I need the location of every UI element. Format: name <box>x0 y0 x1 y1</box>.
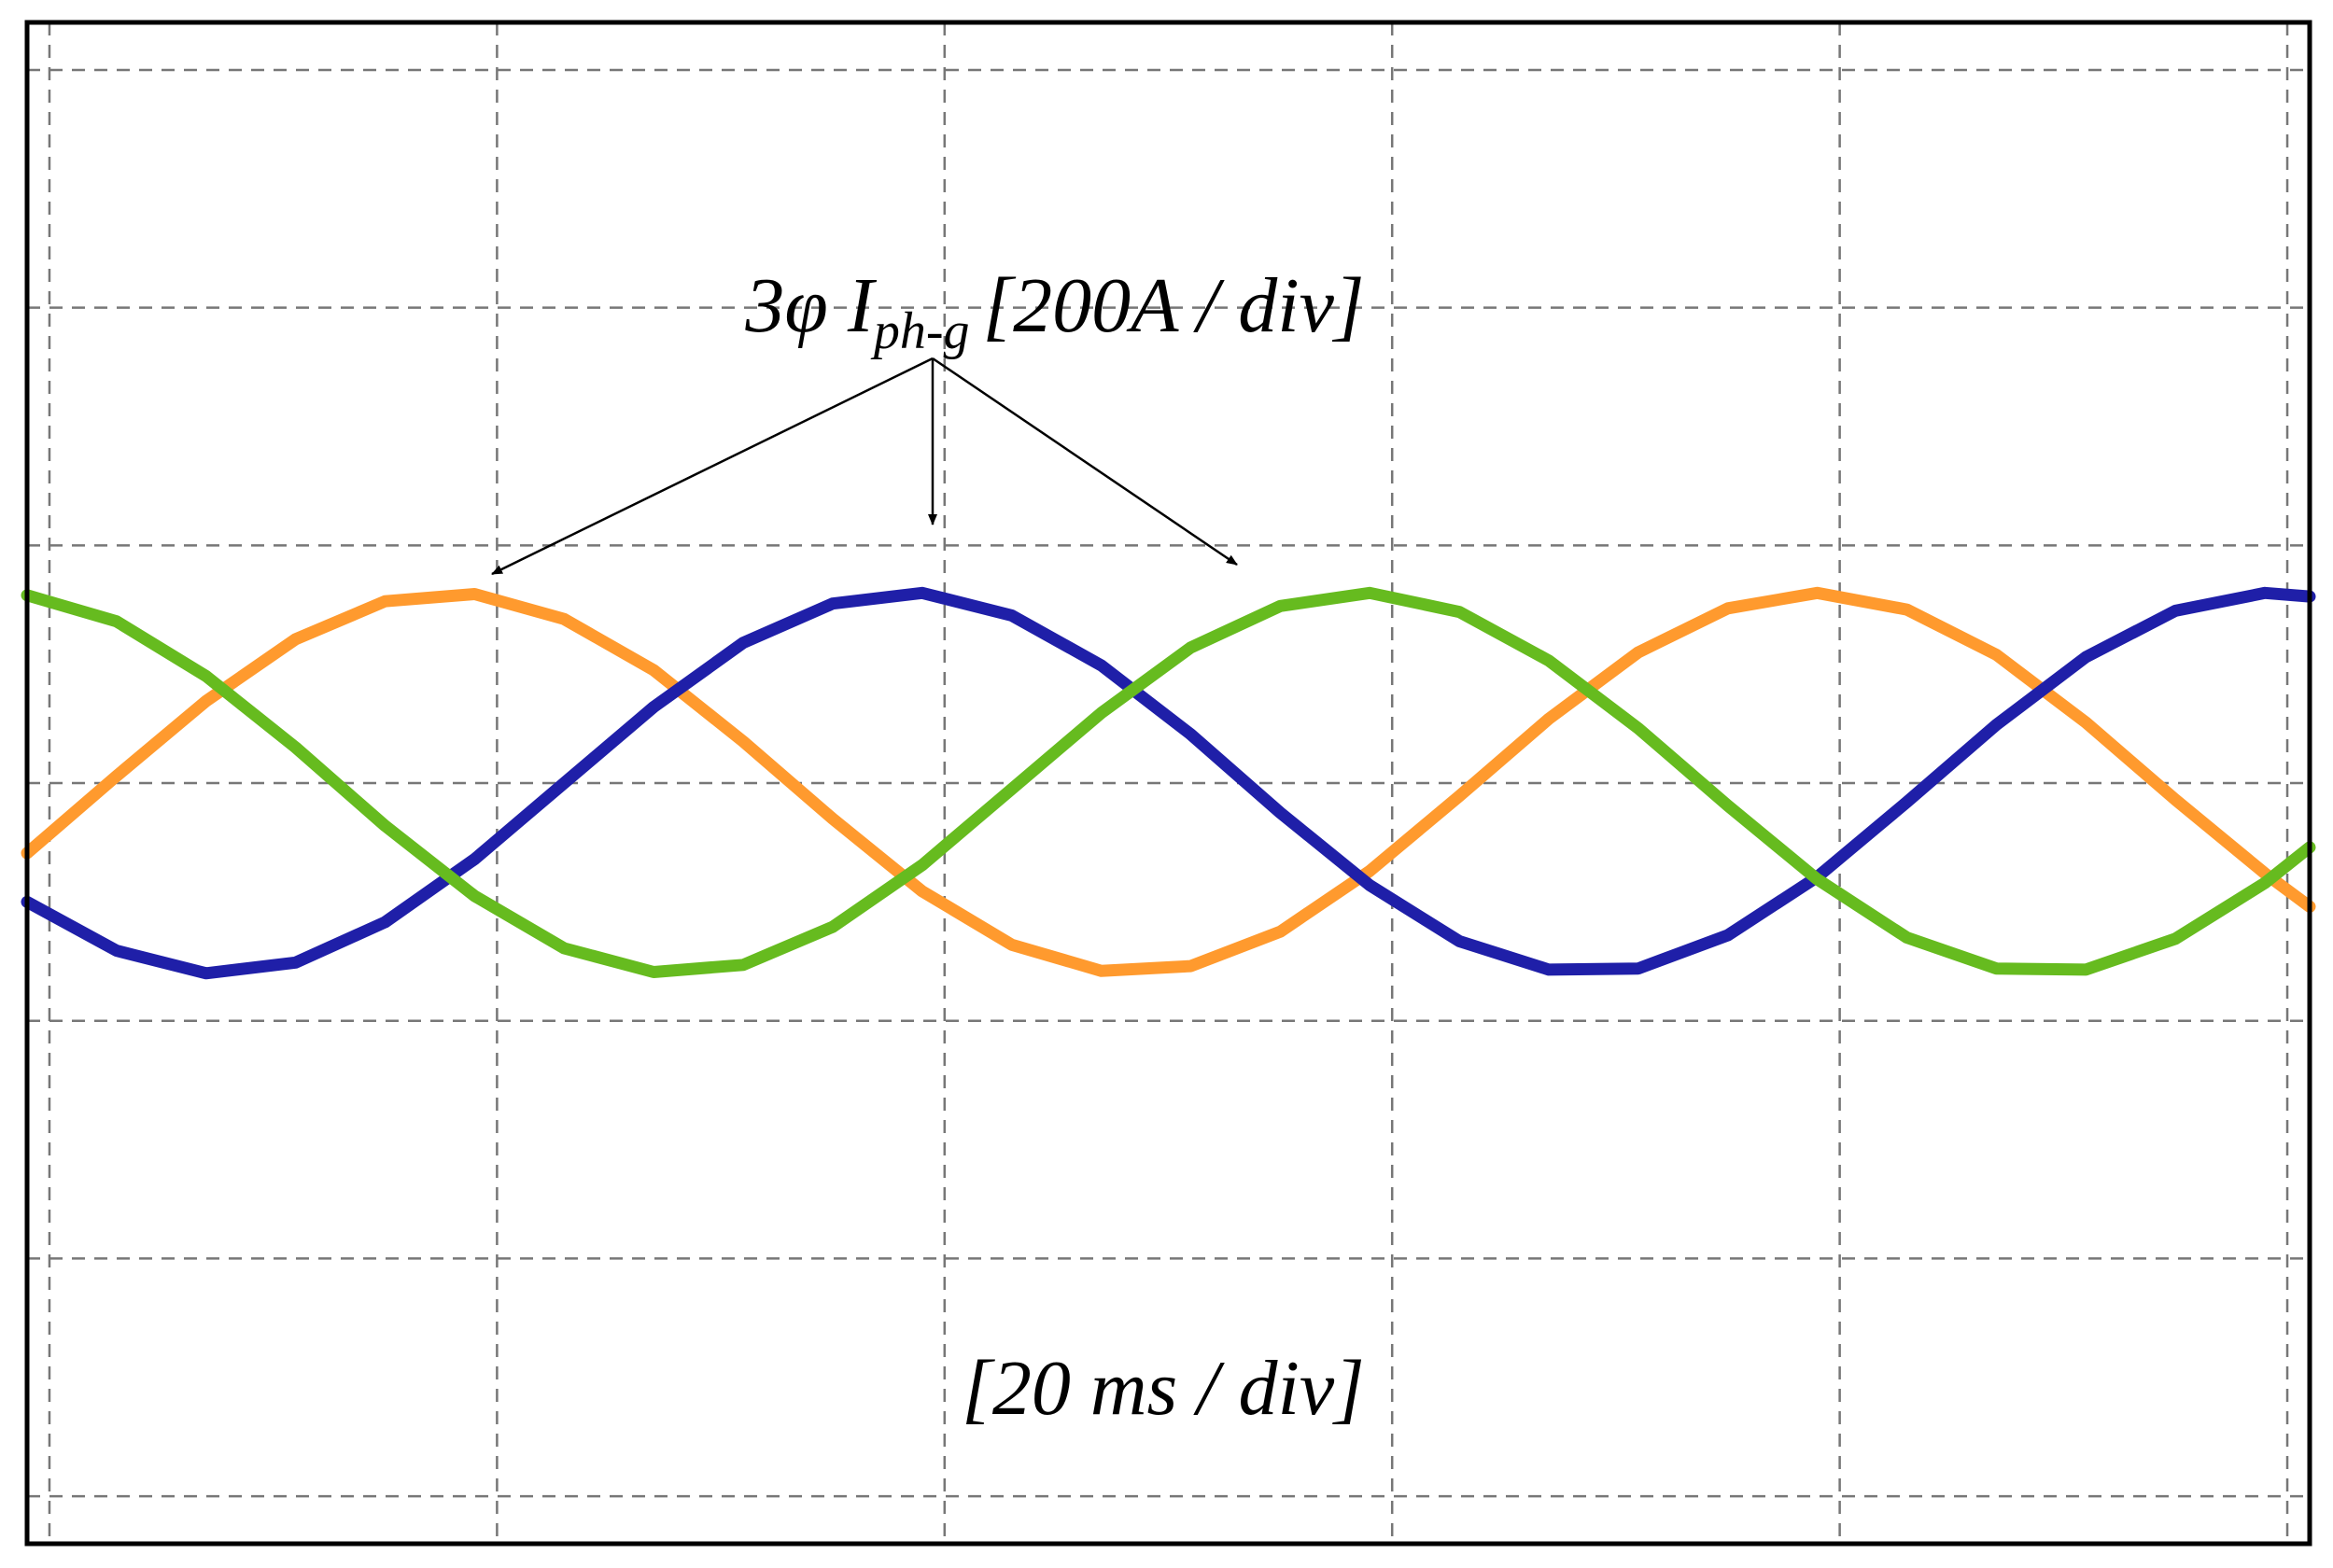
traces <box>21 586 2316 980</box>
trace <box>21 586 2316 977</box>
arrow <box>932 357 1238 567</box>
x-label: [20 ms / div] <box>962 1345 1365 1432</box>
annotation-unit: [200A / div] <box>982 262 1364 349</box>
frame <box>24 20 2312 1547</box>
arrow <box>491 357 934 576</box>
annotation-subscript: ph-g <box>870 302 970 360</box>
annotation: 3φ Iph-g [200A / div] <box>744 262 1364 360</box>
trace <box>21 586 2316 980</box>
grid <box>27 22 2310 1544</box>
annotation-main: 3φ I <box>744 262 877 349</box>
trace <box>21 586 2316 978</box>
